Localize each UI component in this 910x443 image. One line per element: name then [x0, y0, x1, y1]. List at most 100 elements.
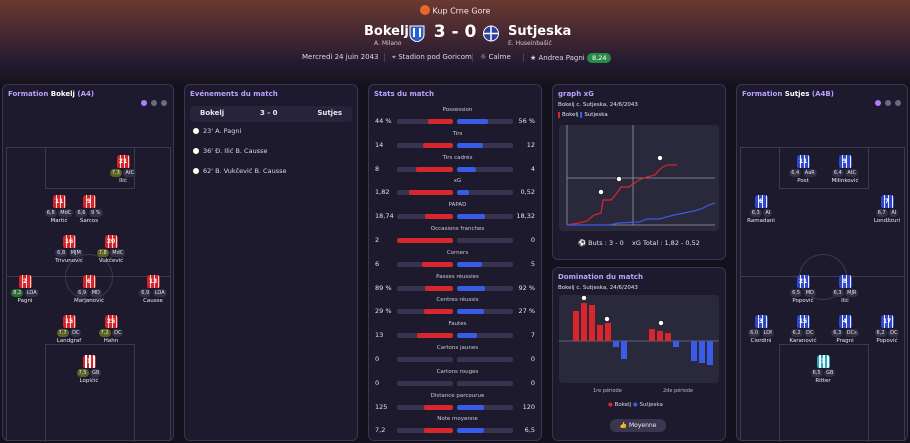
player-rating: 6,3	[749, 209, 762, 217]
stat-home-bar	[397, 142, 453, 148]
stat-label: Fautes	[448, 321, 467, 328]
chart-subtitle: Bokelj c. Sutjeska, 24/6/2043	[558, 285, 638, 291]
stat-home-bar	[397, 285, 453, 291]
shirt-icon: 15	[796, 315, 810, 328]
home-formation-panel: Formation Bokelj (A4) 21 7,3 AtC Ilić 11 6,8…	[2, 84, 174, 442]
goal-ball-icon	[192, 147, 200, 155]
player-rating: 7,3	[109, 169, 122, 177]
player-position: GB	[90, 369, 102, 377]
player-token[interactable]: 4 6,3 DCs Pragni	[825, 315, 865, 344]
player-token[interactable]: 16 6,8 MJM Trivunović	[49, 235, 89, 264]
stat-label: Tirs cadrés	[442, 154, 473, 161]
stat-label: Passes réussies	[436, 273, 479, 280]
stat-away-bar	[457, 261, 513, 267]
player-token[interactable]: 11 6,8 MdC Martić	[39, 195, 79, 224]
panel-pager[interactable]	[137, 91, 167, 110]
player-rating: 6,8	[44, 209, 57, 217]
stat-home-bar	[397, 309, 453, 315]
player-position: AI	[889, 209, 899, 217]
player-token[interactable]: 7 6,7 AI Londžzuri	[867, 195, 907, 224]
average-button[interactable]: 👍 Moyenne	[610, 419, 666, 432]
event-row[interactable]: 36' Đ. Ilić B. Causse	[192, 147, 267, 155]
pager-dot[interactable]	[141, 100, 147, 106]
player-token[interactable]: 11 6,4 AaR Post	[783, 155, 823, 184]
player-token[interactable]: 21 6,5 MD Popović	[783, 275, 823, 304]
player-token[interactable]: 6 6,3 AI Ramadani	[741, 195, 781, 224]
home-team-name[interactable]: Bokelj	[364, 24, 409, 39]
events-score-header: Bokelj 3 - 0 Sutjes	[190, 106, 352, 122]
pager-dot[interactable]	[875, 100, 881, 106]
player-position: GB	[824, 369, 836, 377]
player-rating: 6,0	[748, 329, 761, 337]
player-token[interactable]: 17 6,2 DC Popović	[867, 315, 907, 344]
player-token[interactable]: 13 6,9 LOA Causse	[133, 275, 173, 304]
stat-label: Corners	[446, 249, 469, 256]
player-name: Ciordini	[750, 338, 772, 344]
player-token[interactable]: 1 7,5 GB Lopičić	[69, 355, 109, 384]
player-token[interactable]: 25 7,2 DC Hahn	[91, 315, 131, 344]
match-date: Mercredi 24 juin 2043	[302, 53, 379, 61]
stat-home-value: 14	[375, 140, 384, 149]
shirt-icon: 20	[104, 235, 118, 248]
stat-home-value: 29 %	[375, 307, 392, 316]
player-rating: 6,9	[139, 289, 152, 297]
player-token[interactable]: 20 7,8 MdC Vukčević	[91, 235, 131, 264]
shirt-icon: 13	[146, 275, 160, 288]
player-token[interactable]: 9 6,6 9 % Sarcos	[69, 195, 109, 224]
stat-label: PAPAD	[448, 202, 467, 209]
away-coach: E. Huseinbašić	[508, 40, 552, 47]
panel-title: Stats du match	[374, 90, 434, 98]
goal-ball-icon	[616, 176, 622, 182]
player-name: Ilić	[841, 298, 849, 304]
stat-away-value: 12	[526, 140, 535, 149]
stadium-icon: ⌖	[392, 53, 396, 61]
pager-dot[interactable]	[151, 100, 157, 106]
stat-home-value: 125	[375, 402, 388, 411]
player-name: Lopičić	[79, 378, 99, 384]
stat-away-bar	[457, 190, 513, 196]
stat-away-bar	[457, 404, 513, 410]
stat-home-bar	[397, 214, 453, 220]
player-token[interactable]: 15 7,7 DC Landgraf	[49, 315, 89, 344]
event-row[interactable]: 62' B. Vukčević B. Causse	[192, 167, 286, 175]
player-token[interactable]: 9 6,4 AtC Milinković	[825, 155, 865, 184]
player-position: DC	[70, 329, 82, 337]
player-token[interactable]: 21 7,3 AtC Ilić	[103, 155, 143, 184]
stat-home-value: 2	[375, 236, 380, 244]
goal-ball-icon	[657, 155, 663, 161]
player-position: MJR	[845, 289, 859, 297]
panel-pager[interactable]	[871, 91, 901, 110]
player-position: LOA	[24, 289, 39, 297]
player-rating: 6,5	[790, 289, 803, 297]
panel-title: Domination du match	[558, 273, 643, 281]
player-token[interactable]: 3 6,0 LOf Ciordini	[741, 315, 781, 344]
player-name: Ramadani	[747, 218, 775, 224]
player-position: MD	[803, 289, 816, 297]
player-rating: 6,3	[831, 289, 844, 297]
pager-dot[interactable]	[885, 100, 891, 106]
player-token[interactable]: 2 8,2 LOA Pagni	[5, 275, 45, 304]
pager-dot[interactable]	[895, 100, 901, 106]
event-row[interactable]: 23' A. Pagni	[192, 127, 241, 135]
pager-dot[interactable]	[161, 100, 167, 106]
stat-away-value: 18,32	[516, 212, 535, 221]
stat-away-bar	[457, 119, 513, 124]
away-team-name[interactable]: Sutjeska	[508, 24, 572, 39]
player-token[interactable]: 8 6,3 MJR Ilić	[825, 275, 865, 304]
stat-home-value: 8	[375, 164, 380, 173]
player-token[interactable]: 15 6,2 DC Karanović	[783, 315, 823, 344]
stat-away-value: 0	[530, 355, 535, 363]
player-token[interactable]: 1 6,5 GB Ritter	[803, 355, 843, 384]
star-icon: ★	[530, 54, 537, 62]
stat-away-bar	[457, 214, 513, 220]
player-position: DC	[804, 329, 816, 337]
goal-ball-icon	[192, 127, 200, 135]
match-header: Kup Crne Gore Bokelj A. Milano 3 - 0 Sut…	[0, 0, 910, 84]
player-rating: 7,2	[98, 329, 111, 337]
stat-label: Possession	[442, 107, 473, 113]
stat-home-bar	[397, 238, 453, 243]
player-token[interactable]: 6 6,9 MD Marjanović	[69, 275, 109, 304]
home-coach: A. Milano	[374, 40, 402, 47]
player-rating: 6,4	[831, 169, 844, 177]
stat-home-bar	[397, 119, 453, 124]
